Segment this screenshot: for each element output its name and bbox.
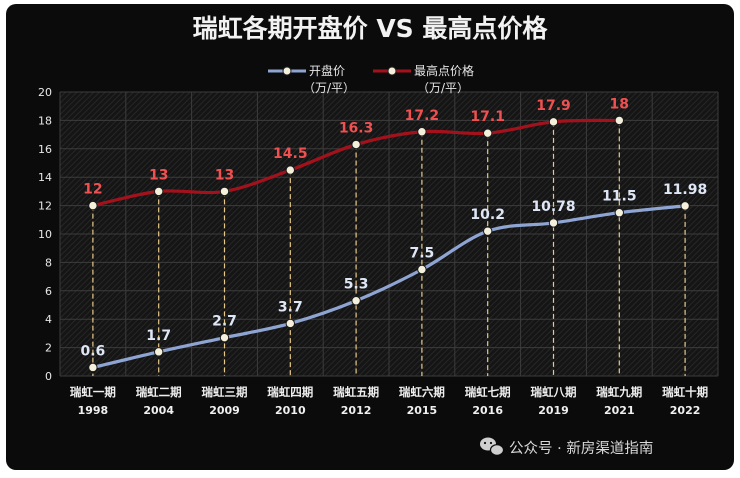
chart-title: 瑞虹各期开盘价 VS 最高点价格 <box>193 14 549 43</box>
data-point-open <box>285 318 295 329</box>
legend-label-open: 开盘价 <box>309 63 345 78</box>
data-label-open: 7.5 <box>409 246 434 262</box>
chart-svg: 0 2 4 6 8 10 12 14 16 18 20 瑞虹一期 1998 瑞虹二期 2004 瑞虹三期 20… <box>38 14 719 457</box>
x-year-label: 2009 <box>209 404 240 417</box>
legend-unit-high: （万/平） <box>417 81 469 95</box>
data-label-high: 12 <box>83 182 102 198</box>
data-label-high: 17.9 <box>536 98 571 114</box>
y-tick-label: 10 <box>38 228 52 241</box>
data-point-open <box>219 332 230 343</box>
data-label-open: 11.5 <box>602 189 637 205</box>
x-year-label: 1998 <box>78 404 109 417</box>
series-line-open <box>91 204 687 370</box>
data-label-open: 3.7 <box>278 299 303 315</box>
data-point-high <box>417 127 427 137</box>
data-point-high <box>154 186 164 197</box>
y-tick-label: 12 <box>38 200 52 213</box>
data-label-open: 10.2 <box>470 207 505 223</box>
legend: 开盘价 （万/平） 最高点价格 （万/平） <box>268 63 474 95</box>
x-year-label: 2015 <box>407 404 438 417</box>
y-tick-label: 0 <box>45 370 52 383</box>
data-label-open: 1.7 <box>146 328 171 344</box>
data-label-open: 11.98 <box>663 182 707 198</box>
data-point-high <box>483 128 493 138</box>
x-category-label: 瑞虹七期 <box>465 385 511 399</box>
data-point-open <box>88 362 98 373</box>
x-category-label: 瑞虹五期 <box>333 385 379 399</box>
data-point-open <box>680 201 690 211</box>
data-label-open: 0.6 <box>80 343 105 359</box>
data-label-high: 16.3 <box>339 121 374 137</box>
data-point-open <box>351 296 361 306</box>
x-year-label: 2010 <box>275 404 306 417</box>
data-label-open: 5.3 <box>344 277 369 293</box>
data-label-open: 10.78 <box>531 199 575 215</box>
y-tick-label: 14 <box>38 171 52 184</box>
x-category-label: 瑞虹一期 <box>70 385 116 399</box>
data-label-high: 18 <box>610 96 629 112</box>
x-category-label: 瑞虹二期 <box>136 385 182 399</box>
y-tick-label: 4 <box>45 313 52 326</box>
watermark: 公众号 · 新房渠道指南 <box>480 437 653 457</box>
data-point-open <box>614 208 624 218</box>
x-category-label: 瑞虹四期 <box>267 385 313 399</box>
y-tick-label: 2 <box>45 342 52 355</box>
data-label-high: 14.5 <box>273 146 308 162</box>
data-label-high: 13 <box>149 167 168 183</box>
data-point-open <box>417 264 427 275</box>
legend-unit-open: （万/平） <box>303 81 355 95</box>
x-year-label: 2004 <box>143 404 174 417</box>
x-year-label: 2012 <box>341 404 372 417</box>
y-tick-label: 18 <box>38 114 52 127</box>
data-label-high: 13 <box>215 167 234 183</box>
data-point-high <box>351 139 361 150</box>
legend-marker-open <box>282 66 292 76</box>
data-point-high <box>614 115 624 126</box>
data-label-open: 2.7 <box>212 314 237 330</box>
data-point-high <box>285 165 295 175</box>
x-category-label: 瑞虹九期 <box>596 385 642 399</box>
x-year-label: 2016 <box>472 404 503 417</box>
chart-frame: 0 2 4 6 8 10 12 14 16 18 20 瑞虹一期 1998 瑞虹二期 2004 瑞虹三期 20… <box>6 4 734 470</box>
watermark-text: 公众号 · 新房渠道指南 <box>509 440 653 457</box>
data-point-high <box>219 186 230 197</box>
legend-label-high: 最高点价格 <box>414 63 474 78</box>
y-tick-label: 8 <box>45 256 52 269</box>
x-year-label: 2021 <box>604 404 635 417</box>
data-point-high <box>88 200 98 211</box>
x-year-label: 2022 <box>670 404 701 417</box>
legend-marker-high <box>387 66 397 76</box>
data-label-high: 17.2 <box>405 108 440 124</box>
x-year-label: 2019 <box>538 404 569 417</box>
x-category-label: 瑞虹八期 <box>531 385 577 399</box>
x-category-label: 瑞虹三期 <box>202 385 248 399</box>
y-tick-label: 16 <box>38 143 52 156</box>
y-tick-label: 6 <box>45 285 52 298</box>
data-point-open <box>154 347 164 357</box>
x-category-label: 瑞虹六期 <box>399 385 445 399</box>
y-tick-label: 20 <box>38 86 52 99</box>
data-label-high: 17.1 <box>470 109 505 125</box>
data-point-open <box>548 218 559 228</box>
wechat-icon <box>480 437 505 456</box>
data-point-open <box>483 226 493 236</box>
x-category-label: 瑞虹十期 <box>662 385 708 399</box>
data-point-high <box>548 117 559 127</box>
